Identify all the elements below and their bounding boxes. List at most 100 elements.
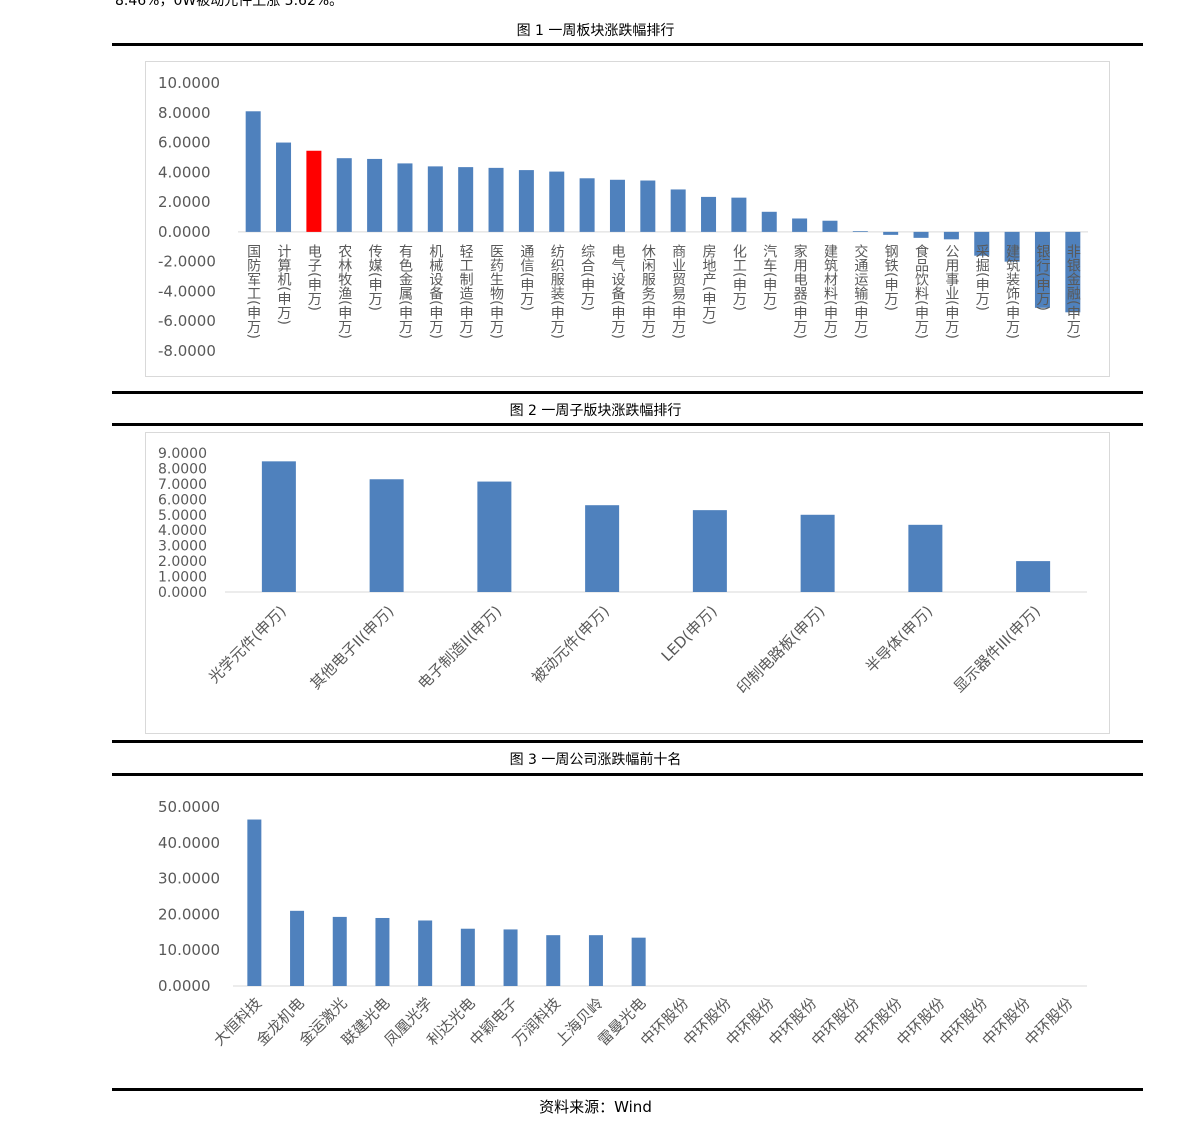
bar — [701, 196, 717, 232]
bar — [332, 916, 347, 986]
x-category-label: 休闲服务(申万) — [640, 244, 656, 339]
y-tick-label: 1.0000 — [158, 570, 207, 586]
bar — [908, 524, 943, 592]
bar — [852, 231, 868, 232]
bar — [418, 920, 433, 986]
y-tick-label: 9.0000 — [158, 446, 207, 462]
y-tick-label: 4.0000 — [158, 163, 211, 181]
bar — [306, 150, 322, 232]
figure-3-top-rule — [112, 773, 1143, 776]
x-category-label: 采掘(申万) — [974, 244, 990, 311]
bar — [518, 170, 534, 232]
bar — [800, 514, 835, 592]
bar — [247, 819, 262, 986]
y-tick-label: -2.0000 — [158, 253, 216, 271]
y-tick-label: -4.0000 — [158, 282, 216, 300]
bar — [397, 163, 413, 232]
bar — [692, 510, 727, 592]
bar — [336, 158, 352, 232]
bar — [631, 937, 646, 986]
x-category-label: 轻工制造(申万) — [458, 244, 474, 339]
x-category-label: 公用事业(申万) — [943, 244, 959, 339]
x-category-label: 国防军工(申万) — [245, 244, 261, 339]
x-category-label: 建筑装饰(申万) — [1004, 244, 1020, 339]
y-tick-label: 10.0000 — [158, 941, 220, 959]
bar — [276, 142, 292, 232]
bar — [883, 231, 899, 235]
bar — [670, 189, 686, 232]
bar — [477, 481, 512, 592]
bar — [640, 180, 656, 232]
y-tick-label: 8.0000 — [158, 104, 211, 122]
y-tick-label: 20.0000 — [158, 905, 220, 923]
bar — [503, 929, 518, 986]
y-tick-label: 7.0000 — [158, 477, 207, 493]
y-tick-label: 4.0000 — [158, 523, 207, 539]
bar — [369, 479, 404, 592]
figure-1-bottom-rule — [112, 391, 1143, 394]
x-category-label: 通信(申万) — [518, 244, 534, 311]
x-category-label: 房地产(申万) — [701, 244, 717, 325]
bar — [546, 935, 561, 986]
y-tick-label: 6.0000 — [158, 492, 207, 508]
bar — [943, 231, 959, 240]
y-tick-label: 10.0000 — [158, 74, 220, 92]
y-tick-label: 8.0000 — [158, 461, 207, 477]
x-category-label: 有色金属(申万) — [397, 244, 413, 339]
y-tick-label: 30.0000 — [158, 870, 220, 888]
bar — [367, 158, 383, 232]
y-tick-label: 50.0000 — [158, 798, 220, 816]
bar — [974, 231, 990, 256]
bar — [609, 179, 625, 232]
x-category-label: 家用电器(申万) — [792, 243, 808, 339]
x-category-label: 汽车(申万) — [761, 244, 777, 311]
bar — [792, 218, 808, 232]
bar — [290, 910, 305, 986]
x-category-label: 农林牧渔(申万) — [336, 244, 352, 339]
x-category-label: 传媒(申万) — [367, 244, 383, 311]
bar — [588, 935, 603, 986]
bar — [913, 231, 929, 238]
x-category-label: 商业贸易(申万) — [670, 244, 686, 339]
bar — [261, 461, 296, 592]
bar — [488, 167, 504, 232]
x-category-label: 综合(申万) — [579, 244, 595, 311]
x-category-label: 钢铁(申万) — [883, 244, 899, 311]
bar — [245, 111, 261, 232]
bar — [579, 178, 595, 232]
x-category-label: 计算机(申万) — [276, 244, 292, 325]
bar — [822, 220, 838, 232]
y-tick-label: 40.0000 — [158, 834, 220, 852]
figure-2-top-rule — [112, 423, 1143, 426]
x-category-label: 医药生物(申万) — [488, 244, 504, 339]
x-category-label: 化工(申万) — [731, 244, 747, 311]
x-category-label: 交通运输(申万) — [852, 243, 868, 339]
y-tick-label: 5.0000 — [158, 508, 207, 524]
y-tick-label: -6.0000 — [158, 312, 216, 330]
chart-1-frame — [145, 61, 1110, 377]
y-tick-label: 2.0000 — [158, 554, 207, 570]
bar — [731, 197, 747, 232]
x-category-label: 食品饮料(申万) — [913, 243, 929, 339]
bar — [549, 171, 565, 232]
bar — [375, 917, 390, 986]
bar — [1065, 231, 1081, 313]
bar — [1016, 561, 1051, 592]
figure-2-bottom-rule — [112, 740, 1143, 743]
bar — [1034, 231, 1050, 308]
bar — [458, 167, 474, 232]
chart-2-frame — [145, 432, 1110, 734]
figure-3-caption: 图 3 一周公司涨跌幅前十名 — [509, 752, 682, 768]
y-tick-label: 0.0000 — [158, 585, 207, 601]
bar — [1004, 231, 1020, 262]
x-category-label: 中环股份 — [1021, 994, 1076, 1049]
bar — [585, 505, 620, 592]
figure-1-top-rule — [112, 43, 1143, 46]
x-category-label: 非银金融(申万) — [1065, 244, 1081, 339]
y-tick-label: 0.0000 — [158, 977, 211, 995]
bar — [427, 166, 443, 232]
x-category-label: 机械设备(申万) — [427, 244, 443, 339]
